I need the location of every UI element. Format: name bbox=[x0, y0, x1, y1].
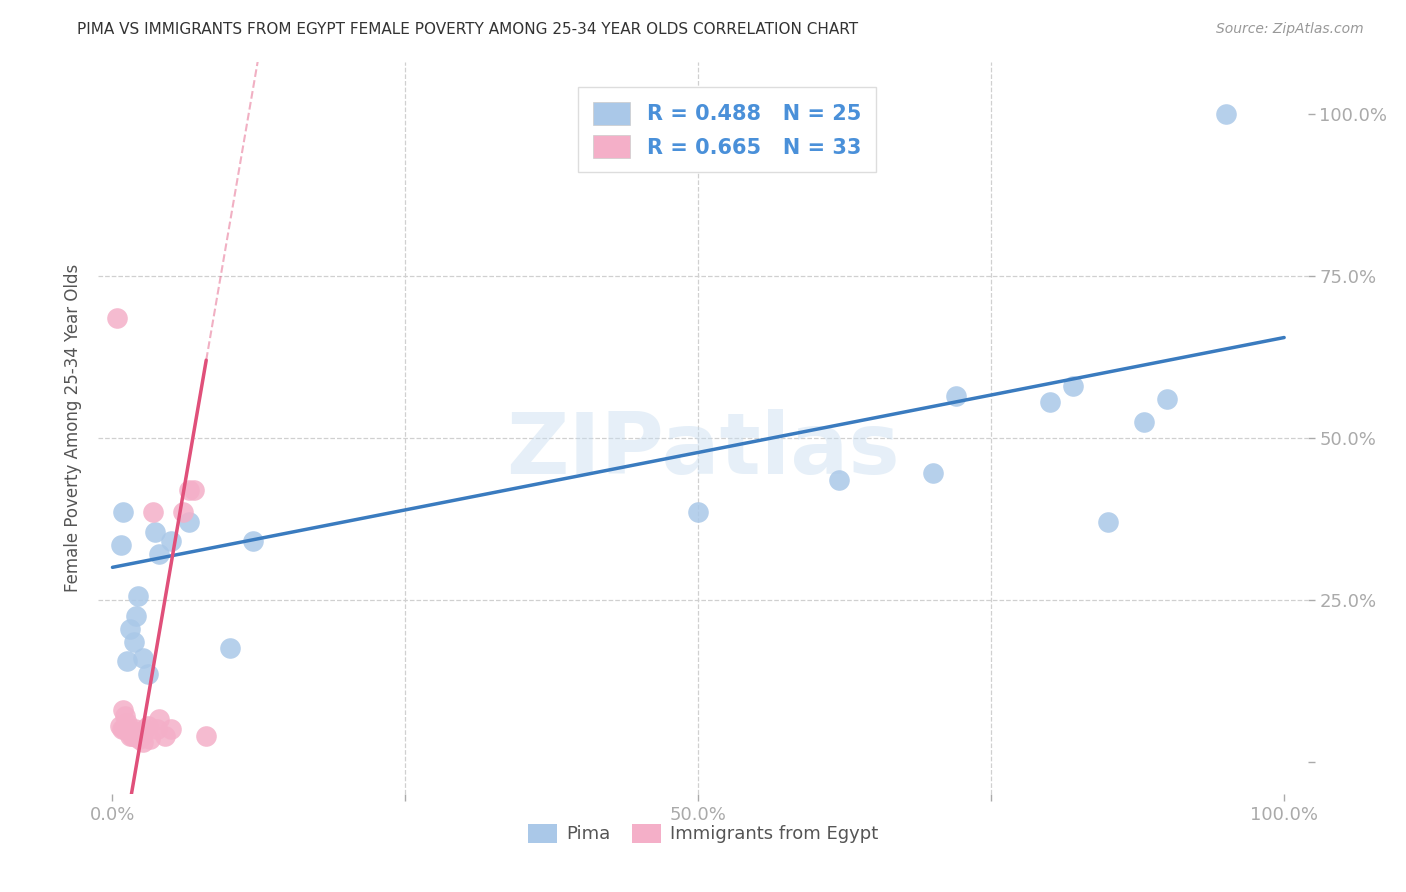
Point bbox=[111, 722, 134, 736]
Point bbox=[160, 722, 183, 736]
Point bbox=[114, 709, 136, 723]
Point bbox=[131, 729, 153, 743]
Point bbox=[129, 729, 152, 743]
Point bbox=[120, 729, 141, 743]
Point bbox=[218, 641, 240, 656]
Point bbox=[172, 505, 194, 519]
Point bbox=[122, 729, 145, 743]
Point bbox=[242, 534, 264, 549]
Point bbox=[121, 729, 143, 743]
Point bbox=[108, 719, 131, 733]
Point bbox=[110, 538, 132, 552]
Point bbox=[118, 725, 141, 739]
Point bbox=[143, 524, 166, 539]
Point bbox=[183, 483, 205, 497]
Point bbox=[1156, 392, 1178, 406]
Point bbox=[688, 505, 710, 519]
Point bbox=[828, 473, 851, 487]
Point bbox=[945, 389, 967, 403]
Point bbox=[195, 729, 218, 743]
Point bbox=[125, 608, 148, 623]
Point bbox=[139, 731, 162, 746]
Point bbox=[132, 735, 155, 749]
Point bbox=[1097, 515, 1119, 529]
Point bbox=[127, 725, 149, 739]
Point bbox=[115, 654, 138, 668]
Point bbox=[124, 722, 146, 736]
Text: ZIPatlas: ZIPatlas bbox=[506, 409, 900, 491]
Point bbox=[117, 722, 139, 736]
Point bbox=[1132, 415, 1154, 429]
Point bbox=[146, 722, 169, 736]
Point bbox=[112, 703, 135, 717]
Point bbox=[132, 651, 155, 665]
Point bbox=[148, 548, 170, 562]
Point bbox=[136, 667, 159, 681]
Point bbox=[112, 505, 135, 519]
Point bbox=[112, 722, 135, 736]
Point bbox=[115, 715, 138, 730]
Point bbox=[155, 729, 177, 743]
Point bbox=[921, 467, 943, 481]
Point bbox=[105, 311, 128, 326]
Point bbox=[177, 515, 200, 529]
Point bbox=[1039, 395, 1062, 409]
Point bbox=[134, 722, 156, 736]
Point bbox=[148, 713, 170, 727]
Point bbox=[127, 590, 149, 604]
Point bbox=[1215, 107, 1237, 121]
Point bbox=[177, 483, 200, 497]
Point bbox=[125, 729, 148, 743]
Point bbox=[136, 719, 159, 733]
Point bbox=[142, 505, 165, 519]
Point bbox=[122, 634, 145, 648]
Point bbox=[1062, 379, 1084, 393]
Text: Source: ZipAtlas.com: Source: ZipAtlas.com bbox=[1216, 22, 1364, 37]
Point bbox=[127, 729, 149, 743]
Y-axis label: Female Poverty Among 25-34 Year Olds: Female Poverty Among 25-34 Year Olds bbox=[63, 264, 82, 592]
Point bbox=[128, 731, 150, 746]
Point bbox=[160, 534, 183, 549]
Text: PIMA VS IMMIGRANTS FROM EGYPT FEMALE POVERTY AMONG 25-34 YEAR OLDS CORRELATION C: PIMA VS IMMIGRANTS FROM EGYPT FEMALE POV… bbox=[77, 22, 859, 37]
Legend: Pima, Immigrants from Egypt: Pima, Immigrants from Egypt bbox=[520, 817, 886, 851]
Point bbox=[120, 725, 142, 739]
Point bbox=[120, 622, 141, 636]
